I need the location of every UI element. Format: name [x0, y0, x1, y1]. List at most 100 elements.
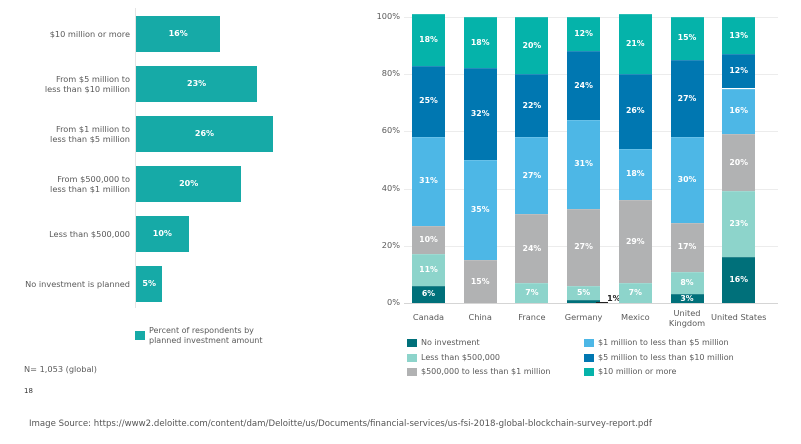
segment-united-kingdom-5 [670, 17, 704, 60]
segment-value-label: 5% [576, 287, 591, 297]
segment-value-label: 23% [729, 219, 749, 229]
segment-value-label: 7% [628, 287, 642, 297]
segment-value-label: 18% [470, 37, 490, 47]
x-tick-label: Germany [564, 312, 603, 322]
x-tick-label: Canada [412, 312, 445, 322]
segment-france-2 [515, 214, 549, 283]
segment-canada-2 [412, 225, 445, 255]
segment-france-3 [515, 137, 549, 215]
x-tick-label: Mexico [621, 312, 650, 322]
segment-united-states-5 [722, 17, 756, 55]
segment-canada-1 [412, 254, 445, 286]
category-label: From $500,000 to less than $1 million [50, 173, 130, 195]
legend-swatch [407, 339, 417, 347]
legend-label: $5 million to less than $10 million [598, 352, 734, 362]
segment-value-label: 3% [680, 293, 694, 303]
category-label: No investment is planned [25, 278, 130, 289]
segment-germany-2 [567, 208, 601, 286]
bar-5 [136, 216, 189, 252]
left-legend-label: Percent of respondents by planned invest… [149, 326, 262, 346]
segment-value-label: 22% [522, 100, 542, 110]
segment-mexico-2 [618, 200, 652, 283]
segment-value-label: 17% [677, 242, 697, 252]
left-legend-swatch [135, 331, 145, 340]
bar-1 [136, 16, 221, 52]
y-tick-label: 60% [381, 125, 400, 136]
category-label: From $5 million to less than $10 million [44, 73, 130, 95]
x-tick-label: United Kingdom [668, 308, 706, 328]
segment-united-states-1 [722, 191, 756, 258]
segment-value-label: 30% [677, 175, 697, 185]
y-tick-label: 0% [387, 297, 400, 307]
callout-label: 1% [607, 294, 621, 303]
segment-germany-0 [567, 300, 601, 303]
y-tick-label: 80% [381, 68, 400, 79]
legend-swatch [407, 368, 417, 376]
segment-value-label: 21% [625, 39, 645, 49]
y-tick-label: 40% [381, 182, 400, 193]
x-tick-label: France [518, 312, 546, 322]
segment-value-label: 10% [419, 235, 438, 245]
bar-4 [136, 166, 242, 202]
segment-mexico-1 [618, 282, 652, 303]
segment-china-3 [463, 160, 497, 261]
gridline [404, 303, 778, 304]
category-label: From $1 million to less than $5 million [50, 123, 130, 145]
left-chart-axis [135, 8, 136, 308]
segment-value-label: 16% [729, 275, 749, 285]
legend-swatch [584, 339, 594, 347]
segment-united-kingdom-3 [670, 137, 704, 223]
segment-canada-5 [412, 14, 445, 66]
segment-united-kingdom-2 [670, 222, 704, 272]
segment-value-label: 16% [729, 106, 749, 116]
segment-mexico-3 [618, 148, 652, 201]
bar-value-label: 5% [142, 279, 156, 288]
x-tick-label: United States [710, 312, 767, 322]
segment-value-label: 25% [419, 96, 438, 106]
segment-china-2 [463, 260, 497, 303]
bar-value-label: 16% [168, 29, 188, 38]
segment-value-label: 29% [625, 236, 645, 246]
left-legend-line-1: Percent of respondents by [149, 326, 254, 335]
segment-value-label: 32% [470, 109, 490, 119]
segment-germany-4 [567, 51, 601, 120]
segment-united-kingdom-4 [670, 59, 704, 138]
y-tick-label: 20% [381, 239, 400, 250]
segment-united-states-3 [722, 88, 756, 135]
segment-value-label: 20% [729, 157, 749, 167]
bar-value-label: 10% [152, 229, 172, 238]
segment-value-label: 27% [574, 242, 593, 252]
bar-6 [136, 266, 163, 302]
segment-united-kingdom-0 [670, 294, 704, 303]
segment-value-label: 7% [525, 287, 539, 297]
legend-swatch [584, 368, 594, 376]
segment-canada-0 [412, 285, 445, 303]
segment-germany-1 [567, 285, 601, 301]
legend-label: Less than $500,000 [421, 352, 501, 362]
category-label: $10 million or more [49, 28, 130, 39]
segment-germany-3 [567, 119, 601, 209]
segment-canada-4 [412, 65, 445, 138]
segment-mexico-5 [618, 14, 652, 75]
segment-value-label: 27% [522, 170, 542, 180]
segment-united-kingdom-1 [670, 271, 704, 295]
segment-value-label: 20% [522, 40, 542, 50]
page-number: 18 [24, 387, 33, 395]
segment-france-4 [515, 74, 549, 138]
callout-leader-line [596, 302, 609, 303]
segment-france-5 [515, 17, 549, 75]
segment-value-label: 12% [574, 29, 593, 39]
segment-value-label: 12% [729, 66, 749, 76]
bar-value-label: 20% [179, 179, 199, 188]
legend-label: $500,000 to less than $1 million [421, 367, 551, 376]
segment-value-label: 6% [421, 289, 436, 299]
legend-swatch [584, 353, 594, 362]
legend-label: $1 million to less than $5 million [598, 338, 729, 347]
segment-mexico-4 [618, 74, 652, 149]
legend-label: No investment [421, 338, 480, 347]
y-tick-label: 100% [376, 11, 400, 21]
segment-value-label: 11% [419, 265, 438, 275]
segment-value-label: 18% [625, 169, 645, 179]
segment-france-1 [515, 282, 549, 303]
bar-2 [136, 66, 258, 102]
